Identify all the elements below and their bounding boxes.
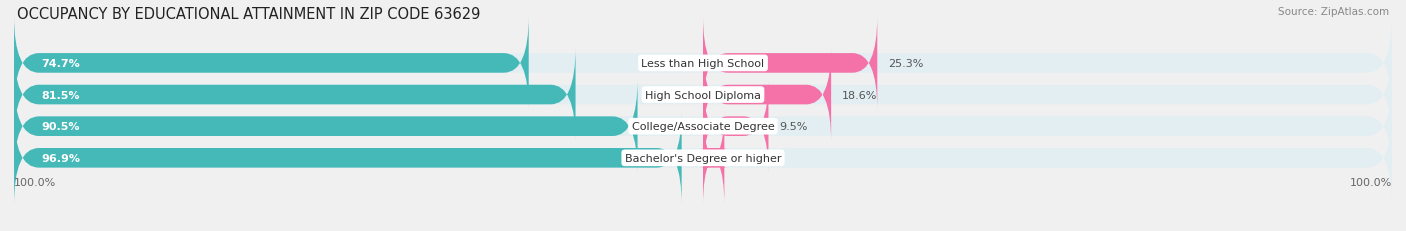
- FancyBboxPatch shape: [14, 48, 1392, 142]
- Text: 100.0%: 100.0%: [1350, 178, 1392, 188]
- FancyBboxPatch shape: [14, 80, 1392, 173]
- Text: 81.5%: 81.5%: [42, 90, 80, 100]
- FancyBboxPatch shape: [14, 111, 682, 205]
- Text: College/Associate Degree: College/Associate Degree: [631, 122, 775, 132]
- Text: Bachelor's Degree or higher: Bachelor's Degree or higher: [624, 153, 782, 163]
- Text: 96.9%: 96.9%: [42, 153, 80, 163]
- Text: 100.0%: 100.0%: [14, 178, 56, 188]
- Text: 3.1%: 3.1%: [735, 153, 763, 163]
- Text: 25.3%: 25.3%: [889, 59, 924, 69]
- FancyBboxPatch shape: [703, 48, 831, 142]
- FancyBboxPatch shape: [14, 17, 529, 111]
- Text: OCCUPANCY BY EDUCATIONAL ATTAINMENT IN ZIP CODE 63629: OCCUPANCY BY EDUCATIONAL ATTAINMENT IN Z…: [17, 7, 481, 22]
- Text: 90.5%: 90.5%: [42, 122, 80, 132]
- FancyBboxPatch shape: [14, 80, 637, 173]
- Text: 9.5%: 9.5%: [779, 122, 808, 132]
- Text: High School Diploma: High School Diploma: [645, 90, 761, 100]
- FancyBboxPatch shape: [14, 48, 575, 142]
- FancyBboxPatch shape: [14, 111, 1392, 205]
- FancyBboxPatch shape: [703, 17, 877, 111]
- FancyBboxPatch shape: [14, 17, 1392, 111]
- Text: Source: ZipAtlas.com: Source: ZipAtlas.com: [1278, 7, 1389, 17]
- Text: 74.7%: 74.7%: [42, 59, 80, 69]
- FancyBboxPatch shape: [703, 80, 769, 173]
- Text: Less than High School: Less than High School: [641, 59, 765, 69]
- FancyBboxPatch shape: [700, 111, 728, 205]
- Text: 18.6%: 18.6%: [842, 90, 877, 100]
